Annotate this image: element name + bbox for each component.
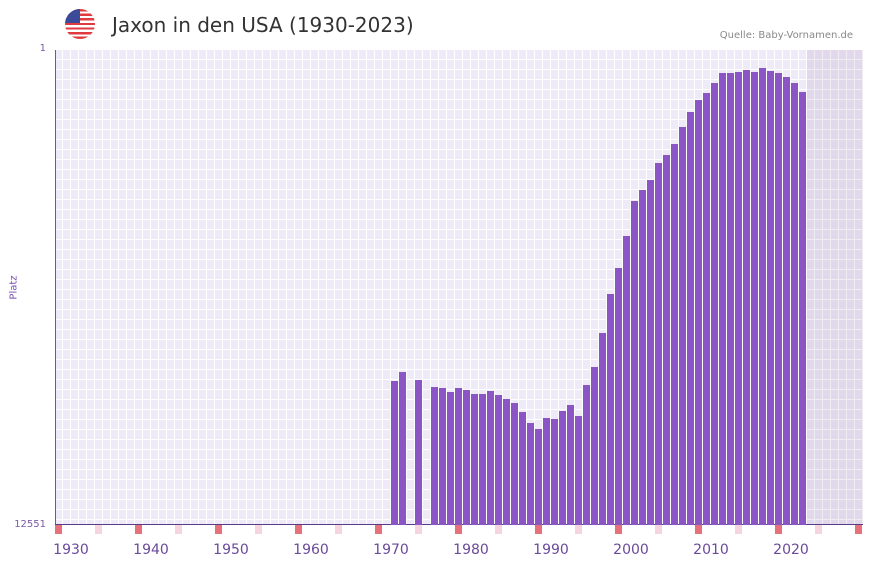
axis-marker-minor [815, 525, 822, 534]
y-tick-top: 1 [39, 43, 46, 54]
bar-1998[interactable] [607, 293, 614, 525]
bar-1987[interactable] [519, 412, 526, 525]
bar-1974[interactable] [415, 379, 422, 525]
axis-marker-major [215, 525, 222, 534]
axis-marker-minor [575, 525, 582, 534]
bar-2021[interactable] [791, 83, 798, 525]
bar-2020[interactable] [783, 76, 790, 525]
axis-marker-major [375, 525, 382, 534]
bar-1985[interactable] [503, 399, 510, 525]
chart-title: Jaxon in den USA (1930-2023) [112, 13, 414, 37]
bar-1990[interactable] [543, 417, 550, 525]
x-tick-label: 2010 [693, 542, 729, 558]
axis-marker-minor [495, 525, 502, 534]
x-tick-label: 1940 [133, 542, 169, 558]
bar-2004[interactable] [655, 162, 662, 525]
bar-2017[interactable] [759, 68, 766, 525]
bar-1976[interactable] [431, 386, 438, 525]
bar-2015[interactable] [743, 69, 750, 525]
axis-marker-major [135, 525, 142, 534]
axis-marker-major [535, 525, 542, 534]
bar-1994[interactable] [575, 416, 582, 525]
bar-2008[interactable] [687, 111, 694, 525]
axis-marker-major [695, 525, 702, 534]
x-tick-label: 1960 [293, 542, 329, 558]
bar-2006[interactable] [671, 143, 678, 525]
axis-marker-major [295, 525, 302, 534]
axis-marker-major [775, 525, 782, 534]
bar-2022[interactable] [799, 92, 806, 525]
bar-2013[interactable] [727, 73, 734, 525]
y-tick-bottom: 12551 [14, 519, 46, 530]
bar-1999[interactable] [615, 267, 622, 525]
bar-1977[interactable] [439, 387, 446, 525]
bar-2011[interactable] [711, 83, 718, 525]
axis-marker-minor [255, 525, 262, 534]
bar-1991[interactable] [551, 419, 558, 525]
bar-1979[interactable] [455, 387, 462, 525]
x-tick-label: 1990 [533, 542, 569, 558]
bar-1982[interactable] [479, 394, 486, 525]
source-label[interactable]: Quelle: Baby-Vornamen.de [719, 30, 853, 41]
bar-2016[interactable] [751, 72, 758, 525]
bar-2019[interactable] [775, 73, 782, 525]
bar-2009[interactable] [695, 99, 702, 525]
bar-1992[interactable] [559, 410, 566, 525]
bar-2012[interactable] [719, 73, 726, 525]
bar-2018[interactable] [767, 70, 774, 525]
y-axis-label: Platz [8, 275, 20, 300]
bar-1984[interactable] [495, 395, 502, 525]
x-tick-label: 1970 [373, 542, 409, 558]
bar-1983[interactable] [487, 391, 494, 525]
bar-2000[interactable] [623, 236, 630, 525]
axis-marker-minor [655, 525, 662, 534]
axis-marker-minor [415, 525, 422, 534]
bar-1981[interactable] [471, 394, 478, 525]
us-flag-icon [65, 9, 95, 39]
bar-2001[interactable] [631, 201, 638, 525]
x-tick-label: 2020 [773, 542, 809, 558]
x-tick-label: 1950 [213, 542, 249, 558]
bar-2005[interactable] [663, 154, 670, 525]
y-axis-line [55, 50, 56, 525]
bar-2007[interactable] [679, 126, 686, 525]
future-shading [807, 50, 863, 525]
bar-1989[interactable] [535, 429, 542, 525]
bar-1972[interactable] [399, 372, 406, 525]
x-tick-label: 1980 [453, 542, 489, 558]
bar-1971[interactable] [391, 380, 398, 525]
axis-marker-major [55, 525, 62, 534]
axis-marker-minor [735, 525, 742, 534]
axis-marker-major [455, 525, 462, 534]
x-tick-label: 2000 [613, 542, 649, 558]
x-tick-label: 1930 [53, 542, 89, 558]
bar-1988[interactable] [527, 423, 534, 525]
bar-2010[interactable] [703, 93, 710, 525]
bar-2014[interactable] [735, 72, 742, 525]
axis-marker-minor [95, 525, 102, 534]
bar-2002[interactable] [639, 190, 646, 525]
bar-1993[interactable] [567, 405, 574, 525]
bar-1978[interactable] [447, 392, 454, 525]
axis-marker-minor [335, 525, 342, 534]
bar-2003[interactable] [647, 180, 654, 525]
bar-1995[interactable] [583, 385, 590, 525]
bar-1996[interactable] [591, 366, 598, 525]
axis-marker-minor [175, 525, 182, 534]
bar-1997[interactable] [599, 333, 606, 525]
axis-marker-major [855, 525, 862, 534]
bar-1980[interactable] [463, 389, 470, 525]
bar-1986[interactable] [511, 403, 518, 525]
axis-marker-major [615, 525, 622, 534]
